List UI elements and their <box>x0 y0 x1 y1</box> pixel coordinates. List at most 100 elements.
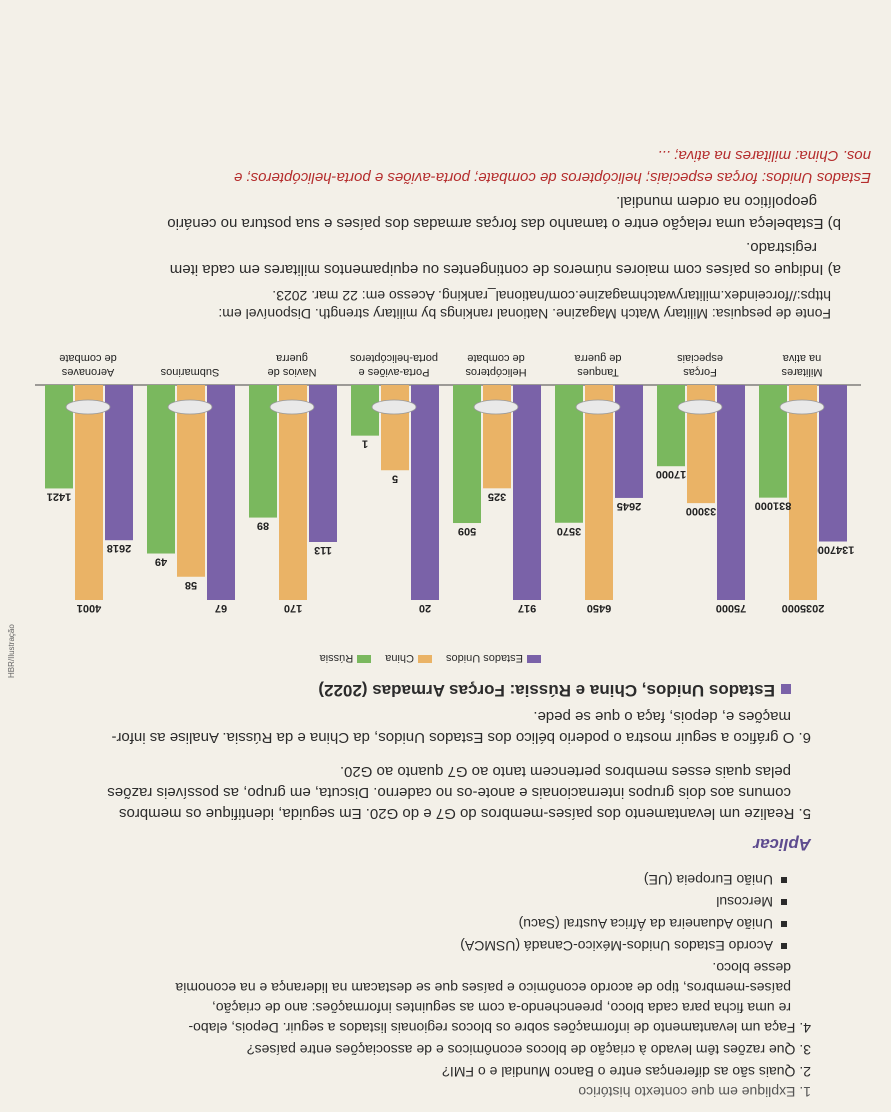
category-label: de combate <box>467 352 524 364</box>
legend-item-china: China <box>385 652 432 664</box>
category-label: Forças <box>683 366 717 378</box>
bar-usa <box>615 385 643 498</box>
bar-russia <box>147 385 175 554</box>
bar-usa <box>513 385 541 600</box>
bar-usa <box>411 385 439 600</box>
value-label: 2035000 <box>782 602 825 614</box>
value-label: 89 <box>257 520 269 532</box>
tank-icon <box>575 399 621 415</box>
bar-usa <box>105 385 133 541</box>
legend-label: China <box>385 652 414 664</box>
category-label: de guerra <box>574 352 622 364</box>
bullet-text: União Aduaneira da África Austral (Sacu) <box>518 916 773 932</box>
bar-usa <box>819 385 847 542</box>
source-line-1: Fonte de pesquisa: Military Watch Magazi… <box>218 306 831 322</box>
value-label: 113 <box>314 544 332 556</box>
category-label: especiais <box>677 352 723 364</box>
value-label: 2645 <box>617 500 641 512</box>
value-label: 170 <box>284 602 302 614</box>
question-a-line-1: a) Indique os países com maiores números… <box>169 261 841 278</box>
bullet-text: Mercosul <box>716 894 773 910</box>
legend-swatch <box>527 655 541 663</box>
value-label: 67 <box>215 602 227 614</box>
question-4-line-4: desse bloco. <box>712 960 791 976</box>
section-heading: Aplicar <box>753 835 811 854</box>
value-label: 917 <box>518 602 536 614</box>
question-3: 3. Que razões têm levado à criação de bl… <box>246 1042 811 1058</box>
value-label: 3570 <box>557 525 581 537</box>
bar-usa <box>717 385 745 600</box>
title-square-icon <box>781 684 791 694</box>
question-2: 2. Quais são as diferenças entre o Banco… <box>442 1064 811 1080</box>
question-6-line-2: mações e, depois, faça o que se pede. <box>533 708 791 725</box>
category-label: Helicópteros <box>465 366 527 378</box>
bullet-icon <box>781 877 787 883</box>
category-label: Aeronaves <box>61 366 114 378</box>
soldier-icon <box>677 399 723 415</box>
bar-usa <box>207 385 235 600</box>
bar-china <box>279 385 307 600</box>
value-label: 831000 <box>755 500 792 512</box>
bar-usa <box>309 385 337 542</box>
bullet-item: União Aduaneira da África Austral (Sacu) <box>519 915 787 932</box>
legend-item-usa: Estados Unidos <box>446 652 541 664</box>
value-label: 4001 <box>77 602 101 614</box>
bullet-icon <box>781 943 787 949</box>
category-label: guerra <box>275 352 308 364</box>
submarine-icon <box>167 399 213 415</box>
value-label: 1347000 <box>812 544 855 556</box>
bar-china <box>177 385 205 577</box>
value-label: 5 <box>392 472 398 484</box>
legend-swatch <box>357 655 372 663</box>
question-1: 1. Explique em que contexto histórico <box>578 1084 811 1100</box>
bar-china <box>75 385 103 600</box>
bullet-text: Acordo Estados Unidos-México-Canadá (USM… <box>460 938 773 954</box>
bar-china <box>789 385 817 600</box>
soldier-icon <box>779 399 825 415</box>
question-5-line-1: 5. Realize um levantamento dos países-me… <box>118 805 811 822</box>
chart-legend: Estados Unidos China Rússia <box>320 652 541 664</box>
bar-russia <box>657 385 685 467</box>
question-4-line-2: re uma ficha para cada bloco, preenchend… <box>211 1000 791 1016</box>
helicopter-icon <box>473 399 519 415</box>
bar-russia <box>759 385 787 498</box>
question-a-line-2: registrado. <box>746 239 817 256</box>
fighter-jet-icon <box>65 399 111 415</box>
question-5-line-2: comuns aos dois grupos internacionais e … <box>107 784 791 801</box>
chart-title: Estados Unidos, China e Rússia: Forças A… <box>318 680 791 700</box>
category-label: porta-helicópteros <box>349 352 438 364</box>
category-label: Porta-aviões e <box>359 366 430 378</box>
bullet-item: Mercosul <box>716 893 787 910</box>
value-label: 2618 <box>107 542 131 554</box>
answer-line-1: Estados Unidos: forças especiais; helicó… <box>233 169 871 186</box>
bullet-item: Acordo Estados Unidos-México-Canadá (USM… <box>460 937 787 954</box>
warship-icon <box>269 399 315 415</box>
category-label: na ativa <box>782 352 821 364</box>
value-label: 17000 <box>656 468 687 480</box>
chart-title-text: Estados Unidos, China e Rússia: Forças A… <box>318 681 775 700</box>
bar-china <box>381 385 409 471</box>
category-label: Tanques <box>577 366 619 378</box>
answer-line-2: nos. China: militares na ativa; ... <box>657 147 871 164</box>
bullet-icon <box>781 921 787 927</box>
bar-russia <box>45 385 73 489</box>
bullet-item: União Europeia (UE) <box>644 871 787 888</box>
question-5-line-3: pelas quais esses membros pertencem tant… <box>339 763 791 780</box>
value-label: 49 <box>155 556 167 568</box>
category-label: Submarinos <box>160 366 219 378</box>
value-label: 75000 <box>716 602 747 614</box>
value-label: 509 <box>458 525 476 537</box>
value-label: 1 <box>362 438 368 450</box>
bullet-text: União Europeia (UE) <box>643 872 773 888</box>
value-label: 20 <box>419 602 431 614</box>
question-4-line-3: países-membros, tipo de acordo econômico… <box>175 980 791 996</box>
category-label: Navios de <box>268 366 317 378</box>
question-b-line-1: b) Estabeleça uma relação entre o tamanh… <box>167 215 841 232</box>
legend-item-russia: Rússia <box>320 652 372 664</box>
legend-label: Estados Unidos <box>445 652 523 664</box>
value-label: 325 <box>488 490 506 502</box>
value-label: 58 <box>185 579 197 591</box>
bar-chart: 1347000 2035000 831000 Militares na ativa 750… <box>35 352 861 614</box>
aircraft-carrier-icon <box>371 399 417 415</box>
